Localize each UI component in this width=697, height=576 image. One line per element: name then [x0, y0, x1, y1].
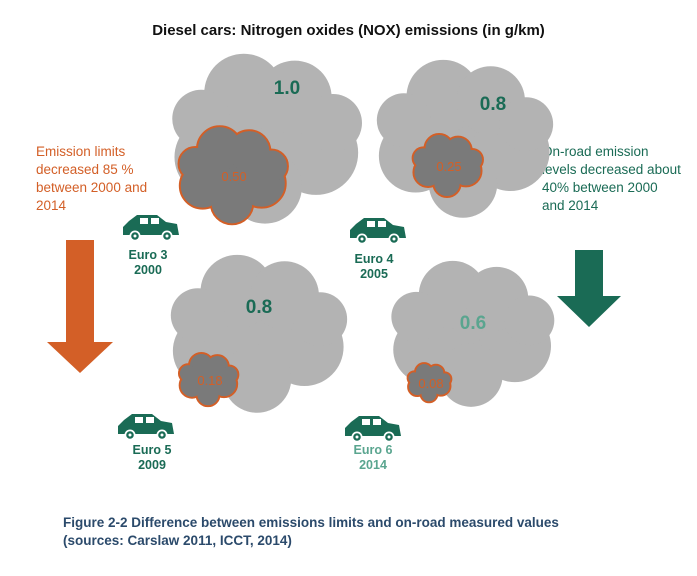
euro4-year: 2005 [360, 267, 388, 281]
limit-smoke-cloud-icon-3 [177, 352, 240, 408]
onroad-smoke-cloud-icon-4 [391, 260, 555, 407]
emission-group-3: 0.8 0.18 [118, 254, 348, 441]
emission-group-1: 1.0 0.50 [123, 53, 362, 242]
chart-title: Diesel cars: Nitrogen oxides (NOX) emiss… [152, 22, 545, 39]
euro3-label: Euro 3 2000 [108, 248, 188, 278]
down-arrow-icon-green [557, 250, 621, 327]
euro5-label: Euro 5 2009 [112, 443, 192, 473]
caption-line-1: Figure 2-2 Difference between emissions … [63, 515, 559, 530]
limit-value-label-3: 0.18 [197, 373, 222, 388]
car-icon-1 [123, 215, 179, 242]
limit-smoke-cloud-icon-2 [411, 133, 484, 198]
car-icon-4 [345, 416, 401, 443]
limit-value-label-2: 0.25 [436, 159, 461, 174]
emission-group-4: 0.6 0.08 [345, 260, 555, 443]
limit-smoke-cloud-icon-4 [406, 362, 453, 404]
limit-value-label-1: 0.50 [221, 169, 246, 184]
euro4-label: Euro 4 2005 [334, 252, 414, 282]
euro5-standard: Euro 5 [132, 443, 172, 457]
euro3-standard: Euro 3 [128, 248, 168, 262]
euro3-year: 2000 [134, 263, 162, 277]
euro6-year: 2014 [359, 458, 387, 472]
annotation-onroad-emission: On-road emission levels decreased about … [542, 144, 681, 213]
euro4-standard: Euro 4 [354, 252, 394, 266]
euro6-label: Euro 6 2014 [333, 443, 413, 473]
emission-group-2: 0.8 0.25 [350, 59, 554, 245]
figure-caption: Figure 2-2 Difference between emissions … [63, 514, 683, 550]
euro6-standard: Euro 6 [353, 443, 393, 457]
caption-line-2: (sources: Carslaw 2011, ICCT, 2014) [63, 533, 292, 548]
onroad-value-label-3: 0.8 [246, 297, 272, 318]
onroad-value-label-1: 1.0 [274, 78, 300, 99]
down-arrow-icon-orange [47, 240, 113, 373]
limit-value-label-4: 0.08 [418, 376, 443, 391]
car-icon-3 [118, 414, 174, 441]
euro5-year: 2009 [138, 458, 166, 472]
car-icon-2 [350, 218, 406, 245]
onroad-value-label-4: 0.6 [460, 313, 486, 334]
annotation-emission-limits: Emission limits decreased 85 % between 2… [36, 144, 148, 213]
onroad-value-label-2: 0.8 [480, 94, 506, 115]
limit-smoke-cloud-icon-1 [177, 125, 289, 226]
